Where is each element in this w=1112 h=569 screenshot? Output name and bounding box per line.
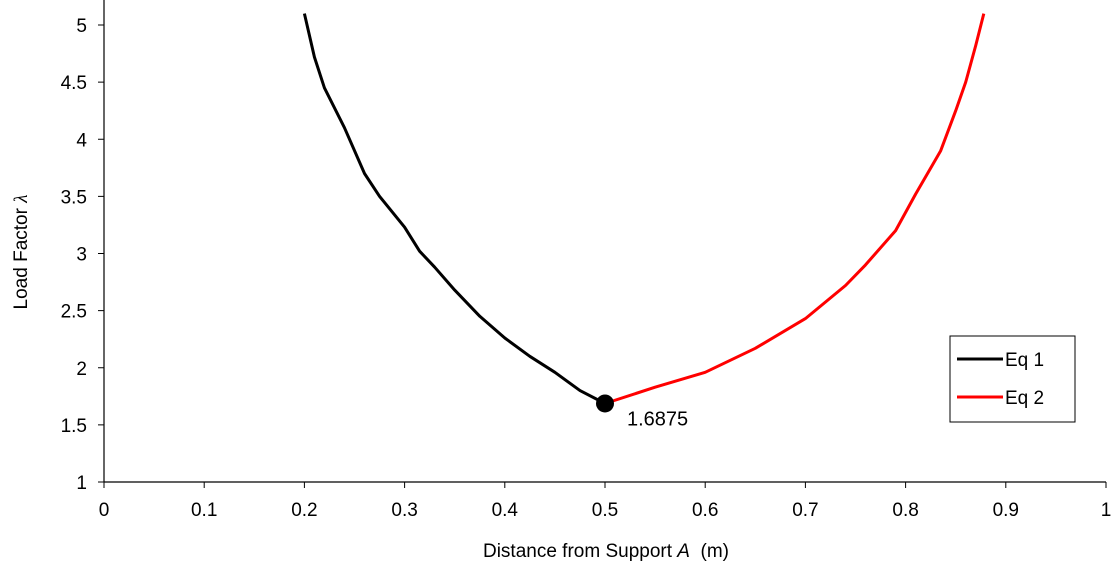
minimum-label: 1.6875: [627, 408, 688, 430]
y-axis-title: Load Factor λ: [11, 195, 32, 310]
x-axis-title-text: Distance from Support: [483, 541, 677, 562]
x-tick-label: 1: [1101, 500, 1112, 521]
legend-label: Eq 2: [1005, 388, 1044, 409]
y-tick-label: 1: [76, 473, 87, 494]
minimum-marker: [596, 394, 614, 413]
marker-group: 1.6875: [596, 394, 688, 430]
y-tick-label: 5: [76, 16, 87, 37]
y-tick-label: 1.5: [61, 416, 87, 437]
y-tick-label: 4.5: [61, 73, 87, 94]
x-tick-label: 0.5: [592, 500, 618, 521]
x-axis-title: Distance from Support A (m): [483, 541, 729, 562]
y-tick-label: 2: [76, 359, 87, 380]
y-tick-label: 3.5: [61, 187, 87, 208]
x-tick-label: 0.9: [993, 500, 1019, 521]
series-line-eq-1: [302, 13, 606, 405]
x-axis-title-unit: (m): [690, 541, 729, 562]
x-tick-label: 0.3: [391, 500, 417, 521]
x-tick-label: 0.1: [191, 500, 217, 521]
axes: 1 1.5 2 2.5 3 3.5 4 4.5 5 0 0.1 0.2 0.3 0.4 0.5 0.6 0.7 0…: [61, 0, 1112, 521]
legend-label: Eq 1: [1005, 350, 1044, 371]
x-tick-label: 0.6: [692, 500, 718, 521]
y-tick-label: 2.5: [61, 302, 87, 323]
series-group: [302, 13, 986, 405]
x-tick-label: 0.7: [792, 500, 818, 521]
series-line-eq-2: [604, 13, 986, 405]
legend-box: [949, 335, 1076, 423]
y-axis-title-symbol: λ: [11, 195, 32, 204]
x-tick-label: 0.8: [892, 500, 918, 521]
x-tick-label: 0: [99, 500, 110, 521]
legend: Eq 1 Eq 2: [949, 335, 1076, 423]
y-tick-label: 3: [76, 245, 87, 266]
y-tick-label: 4: [76, 130, 87, 151]
x-tick-label: 0.4: [492, 500, 519, 521]
x-tick-label: 0.2: [291, 500, 317, 521]
x-axis-title-symbol: A: [676, 541, 690, 562]
y-axis-title-text: Load Factor: [11, 203, 32, 310]
